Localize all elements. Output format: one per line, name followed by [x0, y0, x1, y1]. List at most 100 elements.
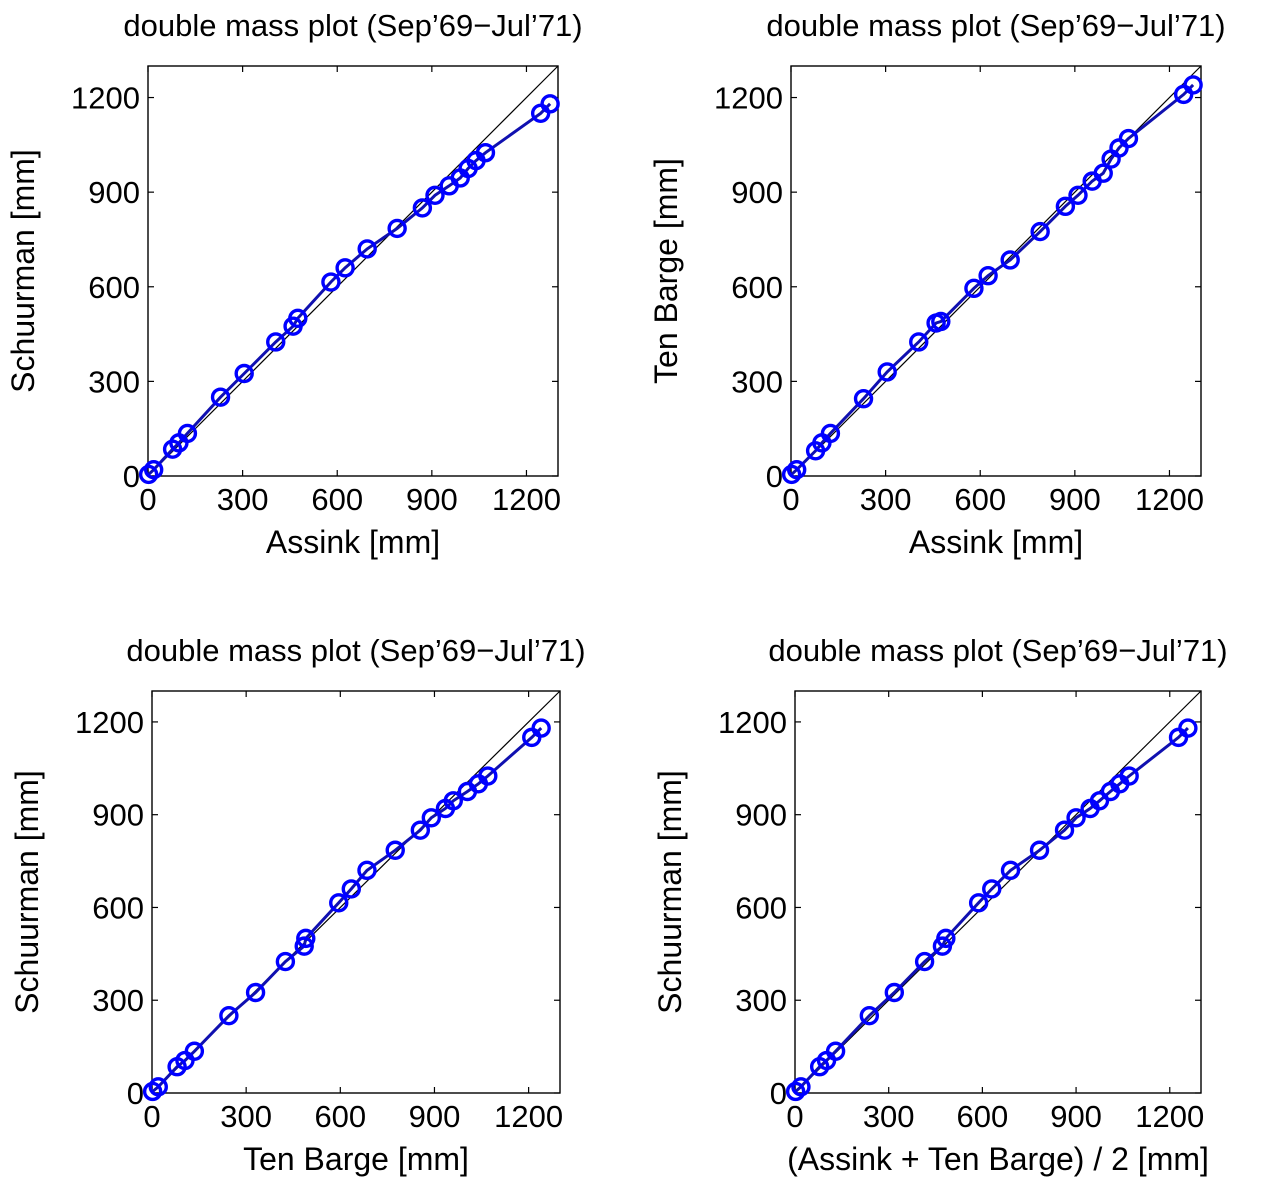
panel-2-ytick-label-4: 1200	[714, 81, 783, 116]
panel-1-xtick-label-3: 900	[406, 482, 458, 517]
panel-4-point-4	[825, 1041, 846, 1061]
panel-1: 0 300 600 900 1200 0 300 600 900 1200 double mass …	[5, 8, 583, 560]
panel-3-point-6	[245, 982, 266, 1003]
panel-4-point-7	[914, 951, 935, 972]
panel-4-ytick-label-1: 300	[735, 983, 787, 1018]
panel-2-xtick-label-0: 0	[782, 482, 799, 517]
panel-3-point-20	[478, 766, 498, 786]
panel-3-point-10	[329, 893, 349, 913]
panel-2-ytick-label-3: 900	[731, 175, 783, 210]
panel-1-point-1	[143, 459, 164, 480]
panel-1-title: double mass plot (Sep’69−Jul’71)	[123, 8, 582, 43]
panel-1-ytick-label-4: 1200	[71, 81, 140, 116]
panel-2-ytick-label-0: 0	[766, 459, 783, 494]
panel-4-ytick-label-3: 900	[735, 798, 787, 833]
panel-2-point-7	[909, 332, 929, 352]
panel-4-point-9	[936, 928, 956, 949]
panel-1-point-5	[210, 387, 231, 407]
panel-1-point-6	[234, 363, 254, 384]
panel-2-point-5	[853, 389, 874, 409]
panel-3-point-8	[294, 936, 314, 956]
panel-4-xtick-label-4: 1200	[1135, 1099, 1204, 1134]
panel-4-xtick-label-3: 900	[1050, 1099, 1102, 1134]
panel-2-point-15	[1068, 185, 1088, 206]
panel-3-point-4	[184, 1041, 205, 1061]
panel-3-point-12	[357, 860, 377, 881]
panel-3-ytick-label-2: 600	[92, 890, 144, 925]
panel-2-point-10	[964, 278, 984, 299]
panel-2-xtick-label-1: 300	[860, 482, 912, 517]
panel-3-xtick-label-1: 300	[220, 1099, 272, 1134]
panel-4-point-12	[1000, 860, 1021, 881]
panel-4-point-11	[982, 879, 1002, 899]
panel-2-point-6	[877, 362, 897, 382]
panel-4-point-14	[1054, 820, 1075, 840]
panel-3-ytick-label-3: 900	[92, 798, 144, 833]
panel-3-point-15	[421, 808, 442, 828]
panel-1-ytick-label-1: 300	[88, 364, 140, 399]
panel-2-xtick-label-3: 900	[1049, 482, 1101, 517]
panel-1-point-0	[138, 464, 159, 485]
panel-2-point-11	[978, 266, 998, 286]
panel-2-point-13	[1030, 221, 1050, 242]
panel-2-point-4	[820, 423, 841, 444]
panel-3-point-11	[341, 879, 361, 899]
panel-1-point-22	[540, 94, 560, 114]
panel-4-title: double mass plot (Sep’69−Jul’71)	[768, 633, 1227, 668]
panel-1-point-4	[177, 423, 198, 444]
panel-2-point-20	[1118, 128, 1139, 149]
panel-1-xtick-label-1: 300	[217, 482, 269, 517]
panel-4-xtick-label-1: 300	[863, 1099, 915, 1134]
panel-4-ylabel: Schuurman [mm]	[652, 770, 688, 1014]
panel-3-xtick-label-0: 0	[143, 1099, 160, 1134]
panel-3-point-14	[410, 820, 431, 840]
panel-4-point-10	[968, 893, 989, 913]
panel-4-ytick-label-4: 1200	[718, 705, 787, 740]
panel-2-point-17	[1093, 163, 1113, 183]
panel-1-point-11	[335, 258, 355, 278]
panel-2-title: double mass plot (Sep’69−Jul’71)	[766, 8, 1225, 43]
panel-2-ylabel: Ten Barge [mm]	[648, 158, 684, 384]
panel-1-point-12	[357, 239, 377, 259]
panel-4-ytick-label-0: 0	[770, 1076, 787, 1111]
panel-4-point-15	[1066, 808, 1086, 828]
panel-2-point-14	[1055, 196, 1076, 217]
panel-3-xtick-label-3: 900	[409, 1099, 461, 1134]
panel-3-point-17	[443, 791, 463, 811]
panel-1-xtick-label-0: 0	[139, 482, 156, 517]
panel-2-point-9	[931, 311, 951, 332]
panel-4-xlabel: (Assink + Ten Barge) / 2 [mm]	[787, 1141, 1209, 1177]
panel-1-ytick-label-3: 900	[88, 175, 140, 210]
panel-1-xlabel: Assink [mm]	[266, 524, 440, 560]
panel-3-xtick-label-4: 1200	[494, 1099, 563, 1134]
panel-4-ytick-label-2: 600	[735, 890, 787, 925]
panel-4-point-17	[1089, 791, 1110, 811]
panel-4: 0 300 600 900 1200 0 300 600 900 1200 double mass …	[652, 633, 1228, 1177]
panel-4-point-22	[1178, 718, 1198, 738]
panel-2-xlabel: Assink [mm]	[909, 524, 1083, 560]
panel-4-xtick-label-0: 0	[786, 1099, 803, 1134]
panel-4-point-5	[859, 1005, 880, 1026]
panel-2-point-22	[1183, 75, 1203, 95]
panel-3-point-13	[385, 840, 405, 860]
panel-3-xlabel: Ten Barge [mm]	[243, 1141, 469, 1177]
panel-3-ytick-label-1: 300	[92, 983, 144, 1018]
panel-3: 0 300 600 900 1200 0 300 600 900 1200 double mass …	[9, 633, 586, 1177]
panel-1-ylabel: Schuurman [mm]	[5, 149, 41, 393]
panel-3-ytick-label-4: 1200	[75, 705, 144, 740]
panel-2-xtick-label-4: 1200	[1135, 482, 1204, 517]
panel-2: 0 300 600 900 1200 0 300 600 900 1200 double mass …	[648, 8, 1226, 560]
panel-1-point-7	[266, 332, 286, 352]
panel-2-ytick-label-1: 300	[731, 364, 783, 399]
panel-3-point-7	[275, 951, 296, 972]
panel-2-point-12	[1000, 250, 1020, 270]
panel-4-point-13	[1029, 840, 1050, 860]
panel-4-point-0	[785, 1081, 806, 1102]
panel-4-xtick-label-2: 600	[957, 1099, 1009, 1134]
panel-1-point-15	[425, 185, 445, 206]
panel-1-point-9	[288, 308, 308, 329]
panel-1-point-20	[475, 143, 496, 163]
panel-3-point-5	[219, 1005, 239, 1026]
panel-1-point-10	[321, 272, 341, 292]
